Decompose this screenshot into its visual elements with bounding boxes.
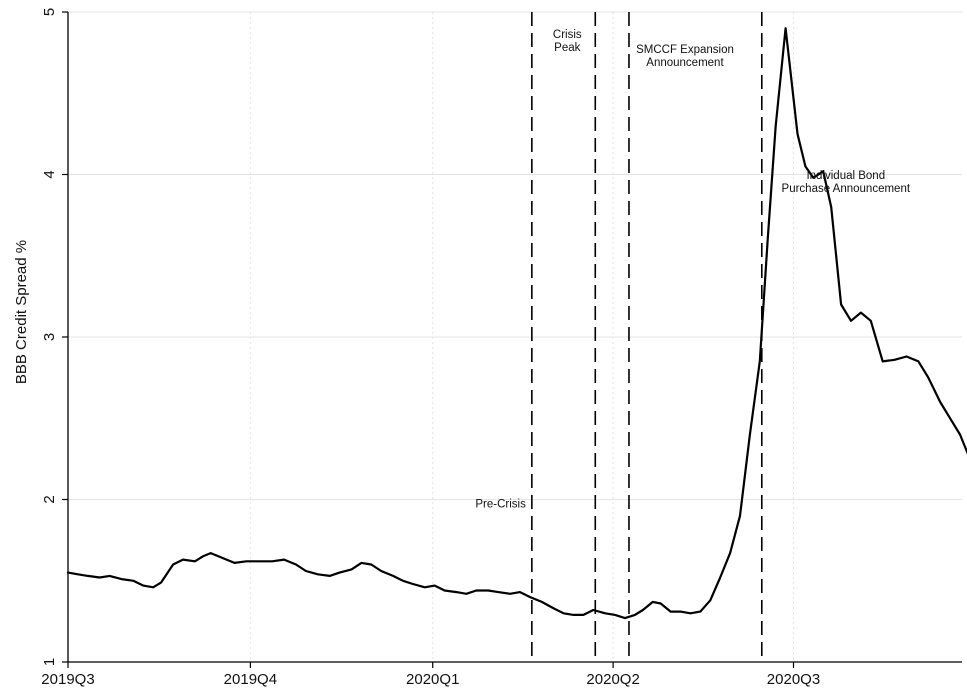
event-annotation: Pre-Crisis <box>475 499 526 511</box>
x-tick-label: 2019Q3 <box>41 671 94 688</box>
axes <box>62 11 962 668</box>
annotations: Pre-Crisis Crisis Peak SMCCF Expansion Annou… <box>475 29 910 511</box>
y-tick-label: 4 <box>41 170 58 178</box>
event-annotation: SMCCF Expansion Announcement <box>636 44 734 69</box>
x-tick-label: 2020Q1 <box>406 671 459 688</box>
y-tick-label: 5 <box>41 8 58 16</box>
grid <box>67 11 962 663</box>
tick-labels: 1 2 3 4 5 2019Q3 2019Q4 2020Q1 2020Q2 2020Q3 <box>41 8 820 688</box>
y-axis-label: BBB Credit Spread % <box>13 240 30 384</box>
y-tick-label: 2 <box>41 495 58 503</box>
y-tick-label: 3 <box>41 333 58 341</box>
x-tick-label: 2019Q4 <box>224 671 277 688</box>
event-annotation: Crisis Peak <box>553 29 582 54</box>
x-tick-label: 2020Q2 <box>586 671 639 688</box>
event-annotation: Individual Bond Purchase Announcement <box>782 170 911 195</box>
x-tick-label: 2020Q3 <box>767 671 820 688</box>
y-tick-label: 1 <box>41 658 58 666</box>
series-line <box>66 27 967 620</box>
